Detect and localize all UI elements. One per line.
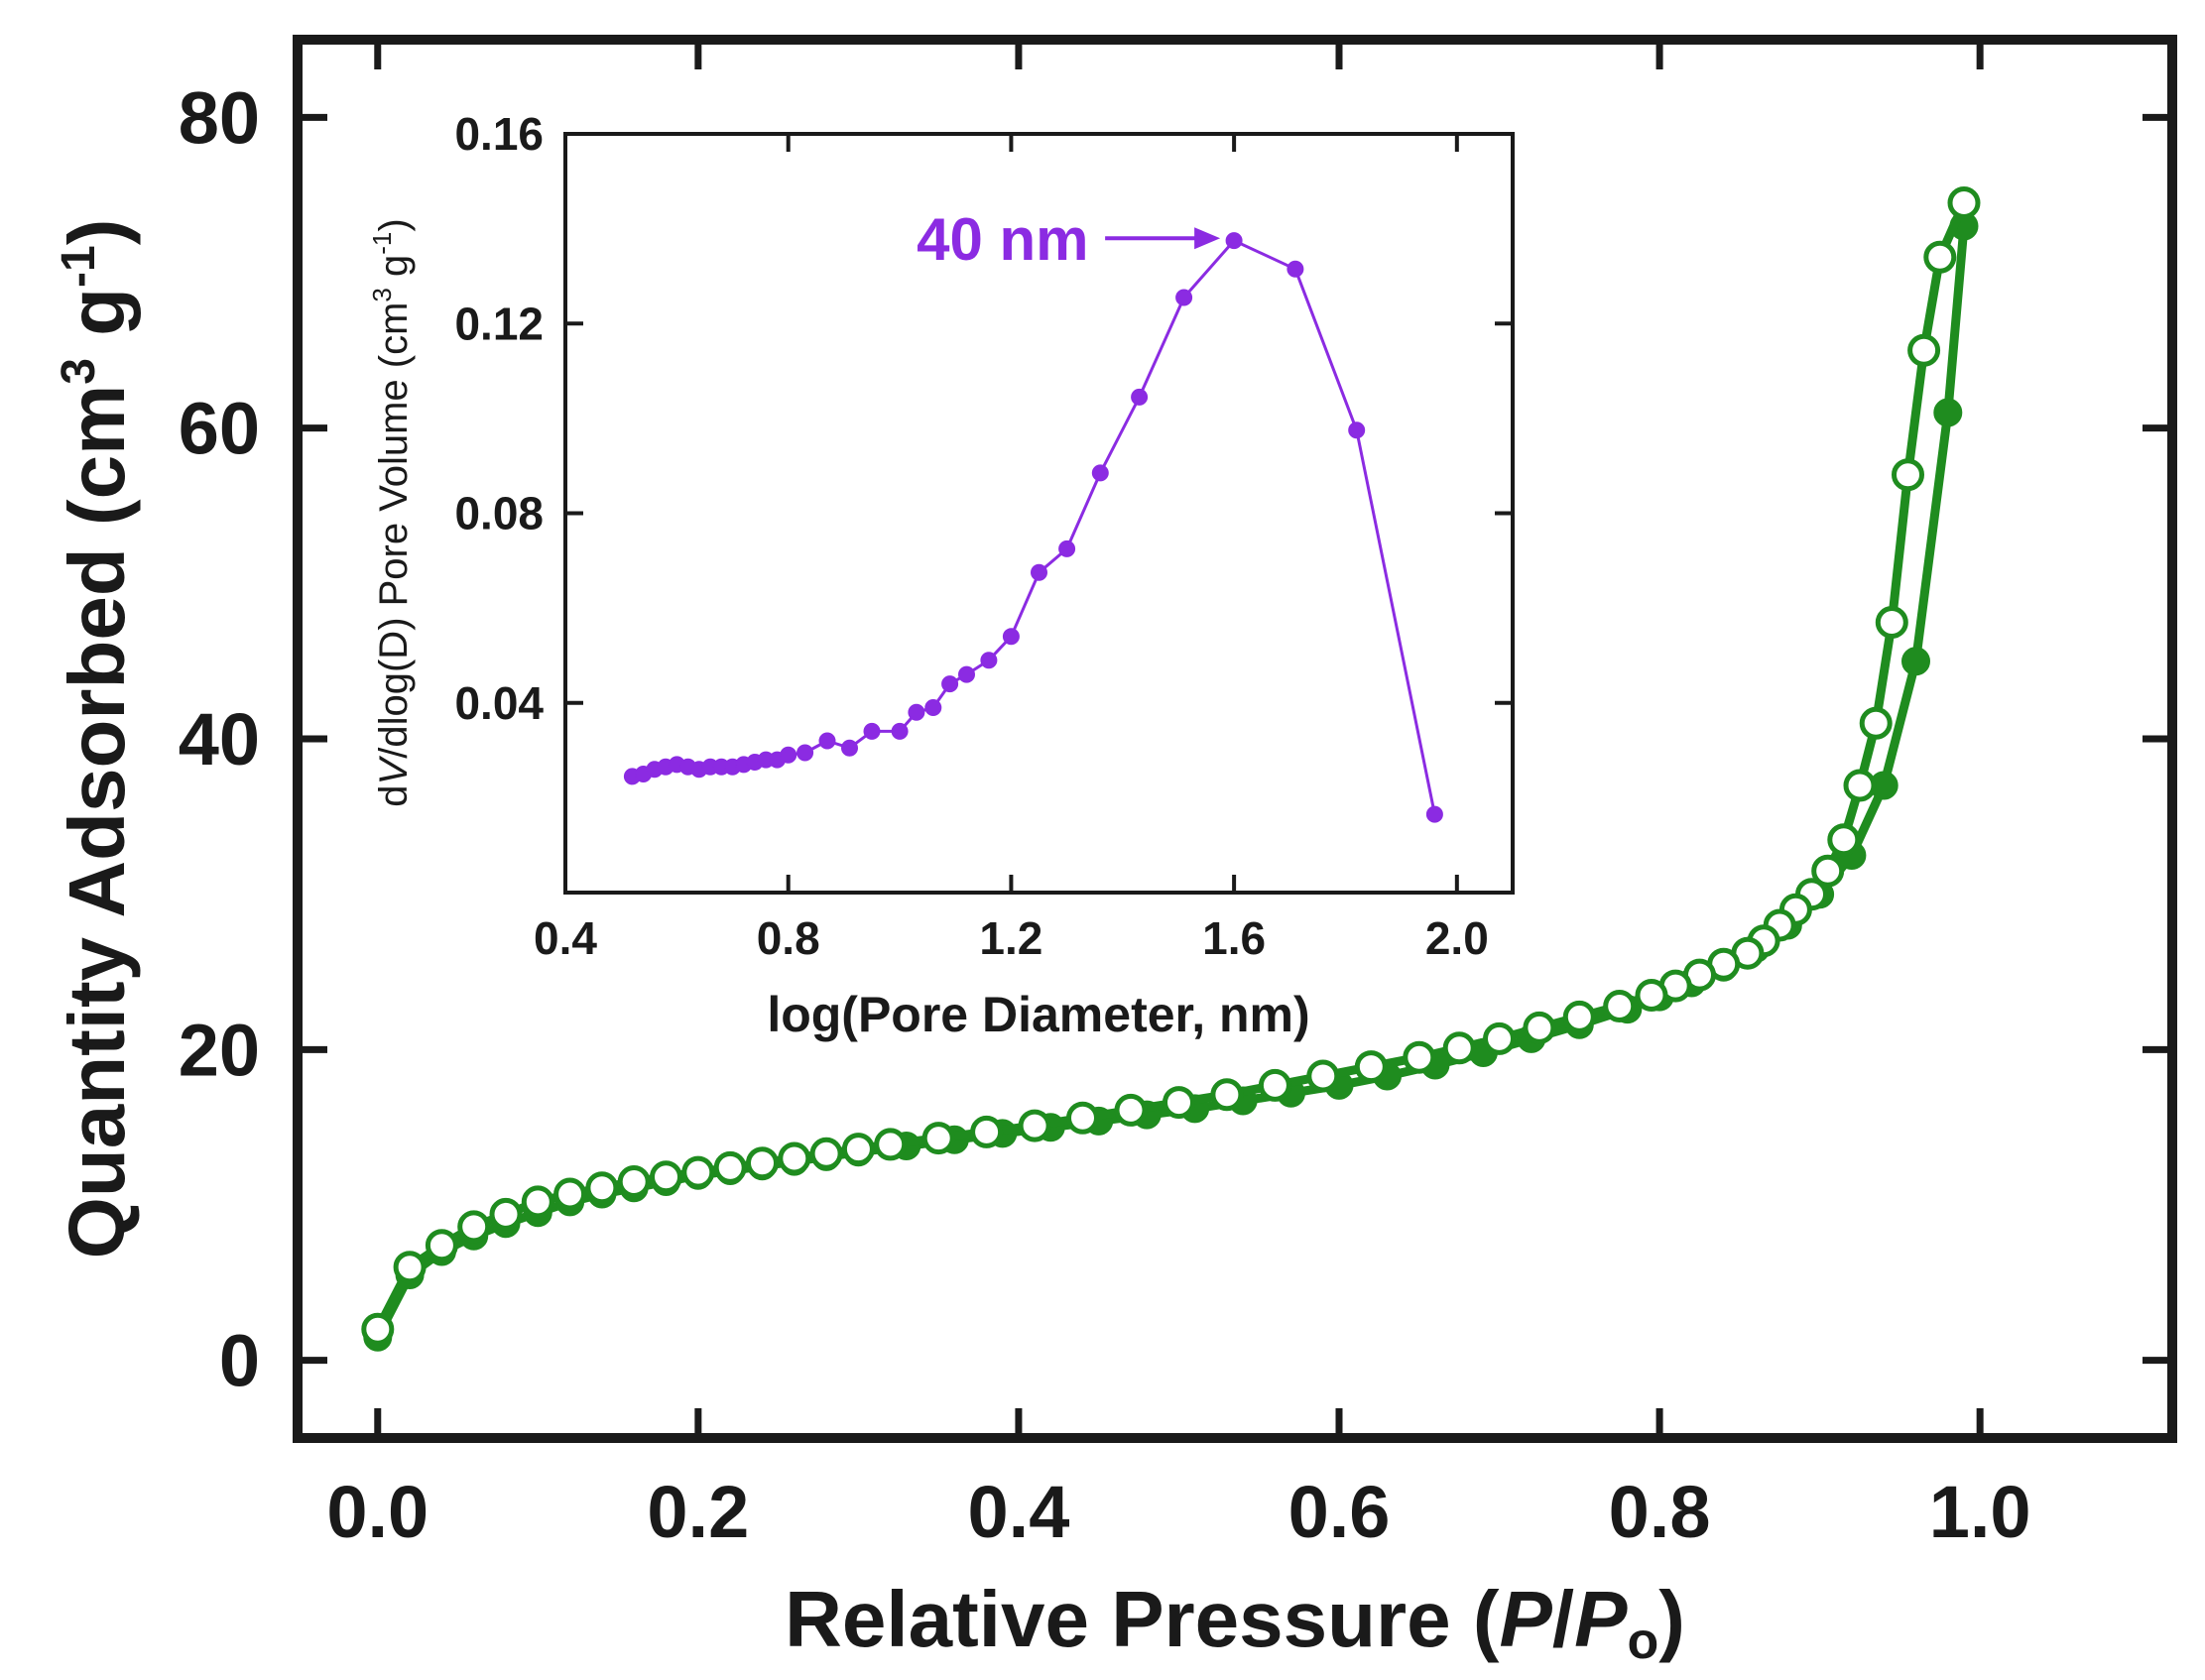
main-series-1-point xyxy=(1603,990,1637,1022)
inset-series-0-point xyxy=(796,744,814,762)
main-series-1-point xyxy=(1947,186,1981,219)
inset-series-0-point xyxy=(941,675,959,693)
main-series-1-point xyxy=(1875,606,1908,639)
main-series-0-point xyxy=(1933,398,1963,427)
inset-series-0-point xyxy=(818,732,836,750)
inset-series-0-point xyxy=(780,746,797,764)
main-x-tick-label: 0.4 xyxy=(967,1471,1069,1553)
main-series-1-point xyxy=(1843,769,1877,802)
inset-x-tick-label: 0.4 xyxy=(534,912,597,964)
main-series-1-point xyxy=(921,1122,955,1155)
main-series-1-point xyxy=(361,1312,395,1346)
main-series-group xyxy=(361,186,1981,1352)
main-series-1-point xyxy=(1210,1078,1244,1112)
inset-series-0-point xyxy=(1175,289,1193,306)
main-series-1-point xyxy=(1306,1059,1340,1093)
inset-axes: 0.4 0.8 1.2 1.6 2.0 0.04 0.08 0.12 0.16 xyxy=(454,108,1513,964)
inset-series-0-point xyxy=(1031,563,1047,581)
main-x-tick-label: 1.0 xyxy=(1929,1471,2031,1553)
peak-annotation-label: 40 nm xyxy=(917,206,1088,273)
main-series-1-point xyxy=(809,1137,843,1170)
main-series-1-point xyxy=(1635,979,1668,1012)
main-y-tick-label: 0 xyxy=(219,1320,260,1402)
main-x-tick-label: 0.6 xyxy=(1288,1471,1391,1553)
inset-series-0-point xyxy=(980,652,998,669)
inset-series-0-point xyxy=(1225,232,1243,250)
inset-series-0-point xyxy=(1348,421,1366,439)
main-series-1-point xyxy=(1403,1040,1436,1074)
main-series-1-point xyxy=(1114,1093,1148,1127)
main-y-tick-label: 60 xyxy=(179,388,260,470)
main-series-1-point xyxy=(1523,1011,1556,1044)
inset-y-axis-title: dV/dlog(D) Pore Volume (cm3 g-1) xyxy=(367,218,416,806)
main-series-1-point xyxy=(778,1141,811,1175)
main-x-tick-label: 0.8 xyxy=(1609,1471,1711,1553)
main-series-1-point xyxy=(1066,1101,1099,1135)
main-y-tick-label: 80 xyxy=(179,76,260,159)
main-series-1-point xyxy=(1258,1068,1291,1102)
inset-x-tick-label: 1.2 xyxy=(979,912,1042,964)
main-series-1-point xyxy=(1923,240,1957,274)
main-x-tick-label: 0.0 xyxy=(326,1471,429,1553)
main-series-1-point xyxy=(970,1115,1004,1148)
peak-annotation-arrowhead xyxy=(1194,227,1221,250)
main-series-1-point xyxy=(1827,823,1861,857)
main-series-1-point xyxy=(1811,854,1845,888)
main-series-1-point xyxy=(1442,1031,1476,1065)
main-series-1-point xyxy=(874,1128,908,1161)
main-series-1-point xyxy=(1907,333,1941,367)
inset-series-0-point xyxy=(1091,464,1109,482)
main-series-1-point xyxy=(713,1150,747,1184)
inset-series-0-point xyxy=(1286,260,1304,278)
inset-y-tick-label: 0.04 xyxy=(454,677,544,729)
main-series-1-point xyxy=(393,1251,427,1284)
main-y-tick-label: 20 xyxy=(179,1009,260,1091)
main-x-tick-label: 0.2 xyxy=(647,1471,749,1553)
inset-x-tick-label: 1.6 xyxy=(1202,912,1266,964)
main-y-axis-title: Quantity Adsorbed (cm3 g-1) xyxy=(53,219,141,1260)
inset-x-tick-label: 2.0 xyxy=(1425,912,1489,964)
main-series-1-point xyxy=(617,1165,651,1198)
inset-y-tick-label: 0.08 xyxy=(454,488,544,540)
main-series-1-point xyxy=(1163,1086,1195,1120)
inset-series-0-point xyxy=(1131,388,1149,406)
main-series-1-point xyxy=(1562,1000,1596,1033)
inset-y-tick-label: 0.12 xyxy=(454,298,544,349)
main-series-1-point xyxy=(841,1133,875,1166)
inset-series-0-point xyxy=(1002,628,1020,646)
main-series-1-point xyxy=(1892,458,1924,492)
inset-series-0-point xyxy=(1425,805,1443,823)
main-series-1-point xyxy=(1483,1021,1516,1055)
main-series-1-point xyxy=(553,1177,587,1211)
inset-series-0-point xyxy=(841,739,858,757)
main-series-1-point xyxy=(1018,1109,1051,1142)
main-series-1-point xyxy=(650,1160,682,1194)
main-y-tick-label: 40 xyxy=(179,698,260,780)
main-series-1-point xyxy=(681,1155,715,1189)
main-axes: 0.0 0.2 0.4 0.6 0.8 1.0 0 20 40 60 80 xyxy=(179,40,2172,1553)
inset-series-group xyxy=(623,232,1443,823)
inset-x-axis-title: log(Pore Diameter, nm) xyxy=(767,987,1309,1042)
main-series-1-point xyxy=(585,1171,619,1205)
main-series-0-point xyxy=(1901,647,1930,676)
main-series-1-point xyxy=(521,1185,554,1219)
main-series-1-point xyxy=(746,1146,779,1180)
peak-annotation: 40 nm xyxy=(917,206,1221,273)
inset-series-0-point xyxy=(1058,540,1076,557)
inset-x-tick-label: 0.8 xyxy=(757,912,820,964)
inset-series-0-point xyxy=(958,665,975,683)
main-series-1-point xyxy=(457,1210,491,1244)
main-x-axis-title: Relative Pressure (P/Po) xyxy=(785,1575,1685,1670)
inset-series-0-point xyxy=(891,722,909,740)
main-series-1-point xyxy=(1859,706,1893,740)
inset-series-0-point xyxy=(863,722,881,740)
main-series-1-point xyxy=(1354,1050,1388,1084)
inset-series-0-point xyxy=(908,703,925,721)
main-series-1-point xyxy=(425,1229,458,1262)
inset-series-0-point xyxy=(924,699,942,716)
main-series-1-point xyxy=(489,1197,523,1231)
inset-y-tick-label: 0.16 xyxy=(454,108,544,160)
